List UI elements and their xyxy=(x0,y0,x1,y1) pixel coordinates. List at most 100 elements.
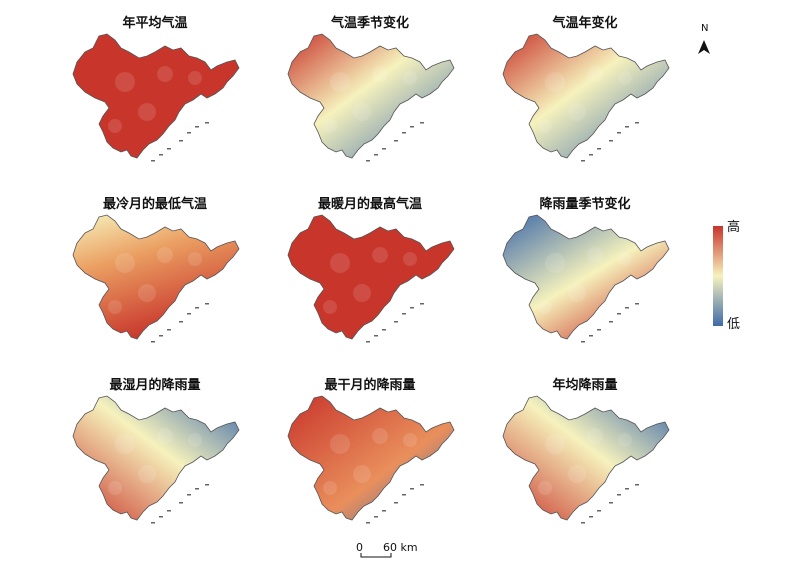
island xyxy=(402,313,406,315)
panel-title-6: 降雨量季节变化 xyxy=(539,197,631,212)
texture-blob xyxy=(157,428,173,444)
legend-low-label: 低 xyxy=(727,317,741,332)
texture-blob xyxy=(330,253,350,273)
island xyxy=(625,488,629,490)
island xyxy=(167,329,171,331)
panel-title-9: 年均降雨量 xyxy=(552,378,618,393)
texture-blob xyxy=(115,72,135,92)
island xyxy=(167,148,171,150)
scale-distance-label: 60 km xyxy=(383,541,418,554)
island xyxy=(195,307,199,309)
island xyxy=(394,140,398,142)
texture-blob xyxy=(188,71,202,85)
island xyxy=(410,126,414,128)
map-panel-2 xyxy=(287,33,455,162)
texture-blob xyxy=(403,252,417,266)
texture-blob xyxy=(587,428,603,444)
panel-title-4: 最冷月的最低气温 xyxy=(102,197,207,212)
island xyxy=(617,132,621,134)
island xyxy=(167,510,171,512)
island xyxy=(187,313,191,315)
texture-blob xyxy=(323,481,337,495)
region-shape-3 xyxy=(502,33,670,159)
texture-blob xyxy=(138,465,156,483)
texture-blob xyxy=(353,465,371,483)
north-arrow-icon xyxy=(698,40,710,54)
texture-blob xyxy=(618,252,632,266)
island xyxy=(179,140,183,142)
island xyxy=(625,126,629,128)
texture-blob xyxy=(545,434,565,454)
texture-blob xyxy=(538,300,552,314)
texture-blob xyxy=(138,103,156,121)
island xyxy=(625,307,629,309)
island xyxy=(374,335,378,337)
island xyxy=(179,321,183,323)
region-shape-7 xyxy=(72,395,240,521)
texture-blob xyxy=(353,103,371,121)
scale-bar xyxy=(360,553,392,558)
island xyxy=(420,303,424,305)
island xyxy=(589,335,593,337)
island xyxy=(374,154,378,156)
island xyxy=(394,321,398,323)
north-arrow-label: N xyxy=(701,23,709,34)
island xyxy=(205,484,209,486)
panel-title-7: 最湿月的降雨量 xyxy=(109,378,201,393)
island xyxy=(382,510,386,512)
island xyxy=(366,160,370,162)
island xyxy=(159,335,163,337)
texture-blob xyxy=(618,71,632,85)
island xyxy=(420,122,424,124)
island xyxy=(410,307,414,309)
island xyxy=(402,132,406,134)
panel-title-3: 气温年变化 xyxy=(552,16,618,31)
island xyxy=(195,488,199,490)
texture-blob xyxy=(108,119,122,133)
map-panel-6 xyxy=(502,214,670,343)
island xyxy=(597,148,601,150)
island xyxy=(635,122,639,124)
island xyxy=(589,516,593,518)
texture-blob xyxy=(545,72,565,92)
texture-blob xyxy=(618,433,632,447)
panel-title-8: 最干月的降雨量 xyxy=(324,378,416,393)
island xyxy=(374,516,378,518)
island xyxy=(151,341,155,343)
island xyxy=(159,154,163,156)
texture-blob xyxy=(188,433,202,447)
island xyxy=(589,154,593,156)
texture-blob xyxy=(587,66,603,82)
map-panel-9 xyxy=(502,395,670,524)
texture-blob xyxy=(372,428,388,444)
map-panel-3 xyxy=(502,33,670,162)
texture-blob xyxy=(108,481,122,495)
texture-blob xyxy=(157,247,173,263)
region-shape-1 xyxy=(72,33,240,159)
island xyxy=(581,160,585,162)
region-shape-6 xyxy=(502,214,670,340)
scale-zero-label: 0 xyxy=(356,541,363,554)
map-panel-8 xyxy=(287,395,455,524)
texture-blob xyxy=(353,284,371,302)
texture-blob xyxy=(568,465,586,483)
texture-blob xyxy=(323,119,337,133)
texture-blob xyxy=(323,300,337,314)
island xyxy=(382,148,386,150)
island xyxy=(410,488,414,490)
island xyxy=(617,494,621,496)
island xyxy=(394,502,398,504)
texture-blob xyxy=(403,71,417,85)
texture-blob xyxy=(372,247,388,263)
texture-blob xyxy=(545,253,565,273)
panel-title-5: 最暖月的最高气温 xyxy=(317,197,422,212)
texture-blob xyxy=(115,253,135,273)
map-panel-4 xyxy=(72,214,240,343)
island xyxy=(609,502,613,504)
panel-title-2: 气温季节变化 xyxy=(330,16,409,31)
island xyxy=(151,522,155,524)
map-panel-5 xyxy=(287,214,455,343)
texture-blob xyxy=(538,119,552,133)
panel-title-1: 年平均气温 xyxy=(122,16,188,31)
